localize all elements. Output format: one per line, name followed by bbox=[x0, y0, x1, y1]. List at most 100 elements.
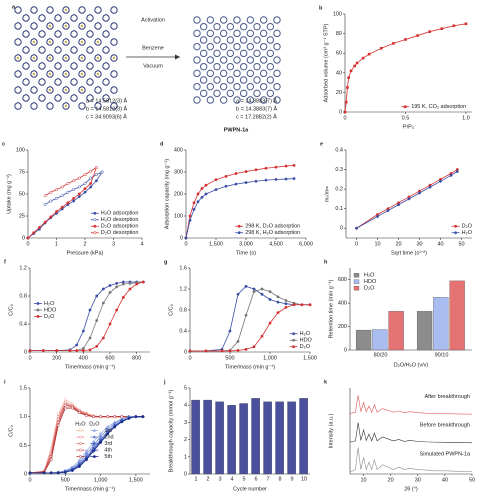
bar bbox=[251, 398, 260, 475]
bar bbox=[287, 401, 296, 475]
ring bbox=[259, 56, 268, 64]
point bbox=[60, 185, 64, 189]
x-axis-label: Time (s) bbox=[236, 250, 256, 256]
atom bbox=[96, 56, 100, 60]
cell-parameter: b = 14.5812(3) Å bbox=[86, 105, 127, 112]
point bbox=[121, 295, 125, 299]
atom bbox=[48, 88, 52, 92]
ring bbox=[199, 89, 208, 98]
atom bbox=[64, 72, 68, 76]
point bbox=[128, 281, 132, 285]
point bbox=[101, 301, 105, 305]
ring bbox=[70, 62, 78, 70]
legend-swatch bbox=[78, 429, 82, 433]
legend-label: H₂O bbox=[300, 331, 311, 337]
point bbox=[99, 435, 103, 439]
point bbox=[449, 173, 453, 177]
legend-swatch bbox=[36, 302, 40, 305]
point bbox=[99, 415, 103, 419]
x-tick-label: 10 bbox=[374, 241, 380, 247]
point bbox=[268, 290, 272, 294]
structure-name: PWPN-1a bbox=[224, 127, 249, 133]
ring bbox=[94, 6, 102, 14]
ring bbox=[38, 30, 46, 38]
panel-label: f bbox=[4, 259, 6, 265]
ring bbox=[54, 78, 62, 86]
x-tick-label: 8 bbox=[278, 476, 281, 482]
point bbox=[72, 188, 76, 192]
ring bbox=[246, 42, 255, 51]
point bbox=[72, 199, 76, 203]
ring bbox=[266, 89, 275, 98]
ring bbox=[46, 102, 54, 110]
atom bbox=[48, 56, 52, 60]
ring bbox=[102, 94, 110, 102]
y-tick-label: 0 bbox=[184, 349, 187, 355]
y-tick-label: 0.8 bbox=[19, 293, 27, 299]
point bbox=[66, 201, 70, 205]
x-axis-label: Pressure (kPa) bbox=[67, 250, 104, 256]
y-tick-label: 1.6 bbox=[179, 265, 187, 271]
point bbox=[88, 336, 92, 340]
point bbox=[75, 349, 79, 353]
atom bbox=[48, 24, 52, 28]
atom bbox=[16, 56, 20, 60]
ring bbox=[38, 94, 46, 102]
ring bbox=[30, 38, 38, 46]
atom bbox=[80, 72, 84, 76]
ring bbox=[78, 54, 86, 62]
ring bbox=[62, 54, 70, 62]
point bbox=[55, 349, 59, 353]
ring bbox=[86, 46, 94, 54]
ring bbox=[219, 96, 228, 104]
legend-swatch bbox=[292, 332, 296, 336]
y-tick-label: 1.2 bbox=[179, 286, 187, 292]
ring bbox=[199, 62, 208, 71]
point bbox=[101, 336, 105, 340]
ring bbox=[219, 56, 228, 64]
x-axis-label: Time/mass (min g⁻¹) bbox=[65, 486, 115, 492]
point bbox=[120, 415, 124, 419]
point bbox=[77, 411, 81, 415]
point bbox=[204, 349, 208, 353]
point bbox=[70, 469, 74, 473]
y-tick-label: 1 bbox=[184, 454, 187, 460]
point bbox=[77, 192, 81, 196]
y-axis-label: C/C₀ bbox=[8, 425, 14, 437]
atom bbox=[96, 72, 100, 76]
series-line bbox=[349, 395, 473, 415]
point bbox=[234, 172, 238, 175]
point bbox=[56, 423, 60, 427]
series-label: After breakthrough bbox=[424, 394, 470, 400]
point bbox=[200, 187, 204, 190]
point bbox=[121, 282, 125, 286]
x-tick-label: 3 bbox=[112, 241, 115, 247]
y-tick-label: 0.5 bbox=[19, 443, 27, 449]
legend-label: 5th bbox=[104, 454, 112, 460]
point bbox=[66, 181, 70, 185]
legend-label: D₂O adsorption bbox=[101, 224, 139, 230]
y-tick-label: 300 bbox=[174, 169, 183, 175]
series-line bbox=[356, 169, 458, 229]
ring bbox=[14, 54, 22, 62]
point bbox=[141, 415, 145, 419]
ring bbox=[110, 54, 118, 62]
point bbox=[94, 179, 98, 183]
ring bbox=[213, 22, 221, 31]
ring bbox=[54, 30, 62, 38]
ring bbox=[62, 38, 70, 46]
x-tick-label: 1 bbox=[194, 476, 197, 482]
point bbox=[260, 292, 264, 296]
point bbox=[94, 173, 98, 177]
point bbox=[72, 179, 76, 183]
point bbox=[83, 190, 87, 194]
point bbox=[83, 187, 87, 191]
ring bbox=[22, 78, 30, 86]
bar bbox=[372, 329, 388, 351]
ring bbox=[239, 76, 248, 84]
arrow-head bbox=[175, 54, 180, 60]
point bbox=[63, 406, 67, 410]
x-tick-label: 40 bbox=[437, 241, 443, 247]
point bbox=[43, 194, 47, 198]
y-tick-label: 1.2 bbox=[19, 265, 27, 271]
